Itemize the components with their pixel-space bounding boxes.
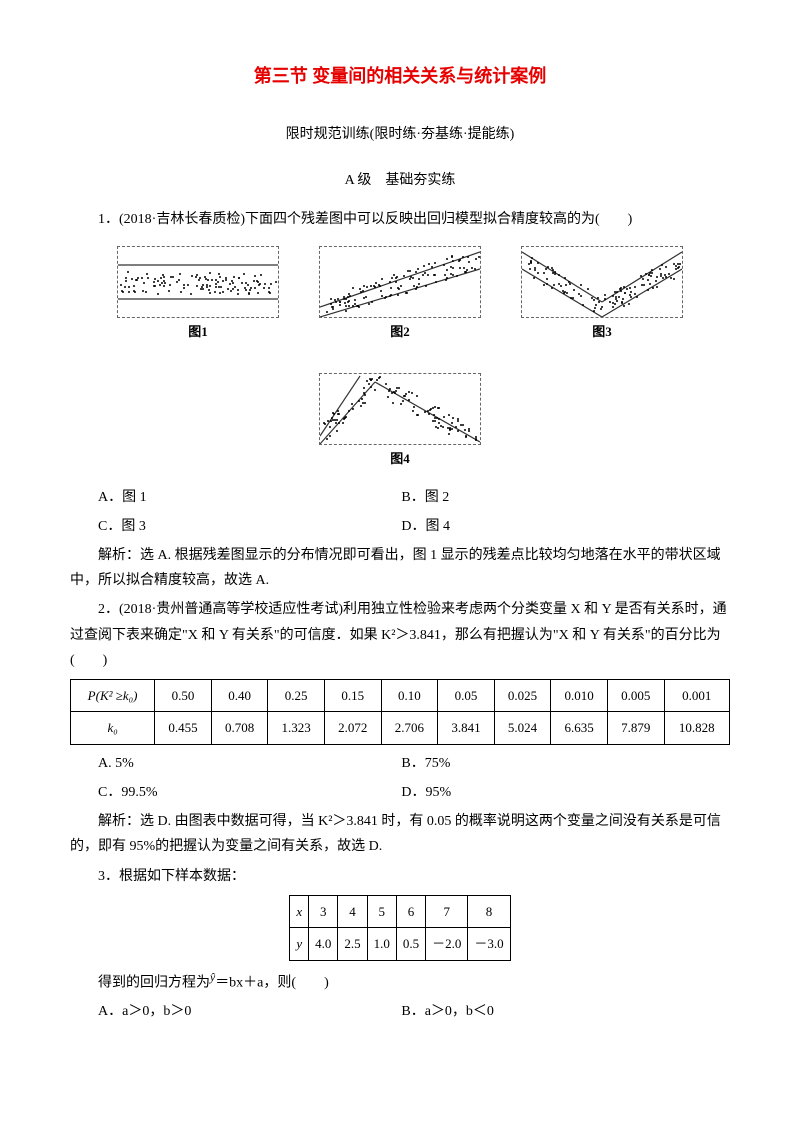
q2-k-header: k₀ bbox=[71, 712, 155, 744]
q2-p-cell: 0.05 bbox=[438, 680, 495, 712]
figure-2-label: 图2 bbox=[319, 320, 481, 343]
q2-k-cell: 1.323 bbox=[268, 712, 325, 744]
q3-x-cell: 7 bbox=[426, 895, 468, 927]
q3-stem2-pre: 得到的回归方程为 bbox=[98, 975, 210, 990]
q2-p-cell: 0.005 bbox=[607, 680, 664, 712]
q1-option-b: B．图 2 bbox=[401, 485, 704, 510]
q3-y-row: y 4.0 2.5 1.0 0.5 －2.0 －3.0 bbox=[290, 928, 510, 960]
q1-stem: 1．(2018·吉林长春质检)下面四个残差图中可以反映出回归模型拟合精度较高的为… bbox=[70, 207, 730, 232]
level-label: A 级 基础夯实练 bbox=[70, 168, 730, 193]
q1-figures: 图1 图2 图3 图4 bbox=[70, 246, 730, 471]
q3-x-cell: 5 bbox=[367, 895, 396, 927]
figure-3-label: 图3 bbox=[521, 320, 683, 343]
q2-p-cell: 0.001 bbox=[664, 680, 729, 712]
q3-x-cell: 6 bbox=[396, 895, 425, 927]
figure-2: 图2 bbox=[319, 246, 481, 343]
q2-answer: 解析：选 D. 由图表中数据可得，当 K²＞3.841 时，有 0.05 的概率… bbox=[70, 809, 730, 859]
q2-k-cell: 5.024 bbox=[494, 712, 551, 744]
q2-option-c: C．99.5% bbox=[98, 780, 401, 805]
q2-p-cell: 0.10 bbox=[381, 680, 438, 712]
q2-k-cell: 3.841 bbox=[438, 712, 495, 744]
q3-y-label: y bbox=[290, 928, 309, 960]
q2-p-cell: 0.40 bbox=[211, 680, 268, 712]
q2-options-row2: C．99.5% D．95% bbox=[98, 780, 730, 805]
figure-1: 图1 bbox=[117, 246, 279, 343]
q3-option-a: A．a＞0，b＞0 bbox=[98, 999, 401, 1024]
subtitle: 限时规范训练(限时练·夯基练·提能练) bbox=[70, 122, 730, 147]
q2-options-row1: A. 5% B．75% bbox=[98, 751, 730, 776]
q2-k-cell: 0.708 bbox=[211, 712, 268, 744]
q2-p-cell: 0.025 bbox=[494, 680, 551, 712]
q2-table-k-row: k₀ 0.455 0.708 1.323 2.072 2.706 3.841 5… bbox=[71, 712, 730, 744]
q2-k-cell: 2.072 bbox=[324, 712, 381, 744]
q3-y-cell: 2.5 bbox=[338, 928, 367, 960]
q3-y-cell: 0.5 bbox=[396, 928, 425, 960]
q2-stem: 2．(2018·贵州普通高等学校适应性考试)利用独立性检验来考虑两个分类变量 X… bbox=[70, 597, 730, 673]
q3-table: x 3 4 5 6 7 8 y 4.0 2.5 1.0 0.5 －2.0 －3.… bbox=[289, 895, 510, 961]
q3-y-cell: 4.0 bbox=[309, 928, 338, 960]
q2-table-header-row: P(K² ≥k₀) 0.50 0.40 0.25 0.15 0.10 0.05 … bbox=[71, 680, 730, 712]
q3-option-b: B．a＞0，b＜0 bbox=[401, 999, 704, 1024]
q3-y-cell: －2.0 bbox=[426, 928, 468, 960]
q1-options-row1: A．图 1 B．图 2 bbox=[98, 485, 730, 510]
q3-stem2: 得到的回归方程为ŷ＝bx＋a，则( ) bbox=[70, 967, 730, 996]
q3-options-row1: A．a＞0，b＞0 B．a＞0，b＜0 bbox=[98, 999, 730, 1024]
q2-k-cell: 10.828 bbox=[664, 712, 729, 744]
q2-option-d: D．95% bbox=[401, 780, 704, 805]
q2-p-cell: 0.50 bbox=[155, 680, 212, 712]
q1-options-row2: C．图 3 D．图 4 bbox=[98, 514, 730, 539]
q3-x-cell: 8 bbox=[468, 895, 510, 927]
q3-x-cell: 3 bbox=[309, 895, 338, 927]
figure-3: 图3 bbox=[521, 246, 683, 343]
q2-table: P(K² ≥k₀) 0.50 0.40 0.25 0.15 0.10 0.05 … bbox=[70, 679, 730, 745]
q1-answer: 解析：选 A. 根据残差图显示的分布情况即可看出，图 1 显示的残差点比较均匀地… bbox=[70, 543, 730, 593]
q3-stem: 3．根据如下样本数据： bbox=[70, 864, 730, 889]
q3-x-label: x bbox=[290, 895, 309, 927]
q2-header-cell: P(K² ≥k₀) bbox=[71, 680, 155, 712]
q3-x-cell: 4 bbox=[338, 895, 367, 927]
q2-k-cell: 6.635 bbox=[551, 712, 608, 744]
q2-p-cell: 0.25 bbox=[268, 680, 325, 712]
q2-k-cell: 2.706 bbox=[381, 712, 438, 744]
figure-4: 图4 bbox=[319, 373, 481, 470]
figure-4-label: 图4 bbox=[319, 447, 481, 470]
q2-option-a: A. 5% bbox=[98, 751, 401, 776]
q1-option-a: A．图 1 bbox=[98, 485, 401, 510]
page-title: 第三节 变量间的相关关系与统计案例 bbox=[70, 60, 730, 92]
q1-option-c: C．图 3 bbox=[98, 514, 401, 539]
q2-k-cell: 7.879 bbox=[607, 712, 664, 744]
q2-p-cell: 0.010 bbox=[551, 680, 608, 712]
q2-k-cell: 0.455 bbox=[155, 712, 212, 744]
q3-y-cell: 1.0 bbox=[367, 928, 396, 960]
figure-1-label: 图1 bbox=[117, 320, 279, 343]
q3-y-cell: －3.0 bbox=[468, 928, 510, 960]
q3-stem2-post: ＝bx＋a，则( ) bbox=[215, 975, 329, 990]
q3-x-row: x 3 4 5 6 7 8 bbox=[290, 895, 510, 927]
q2-p-cell: 0.15 bbox=[324, 680, 381, 712]
q1-option-d: D．图 4 bbox=[401, 514, 704, 539]
q2-option-b: B．75% bbox=[401, 751, 704, 776]
